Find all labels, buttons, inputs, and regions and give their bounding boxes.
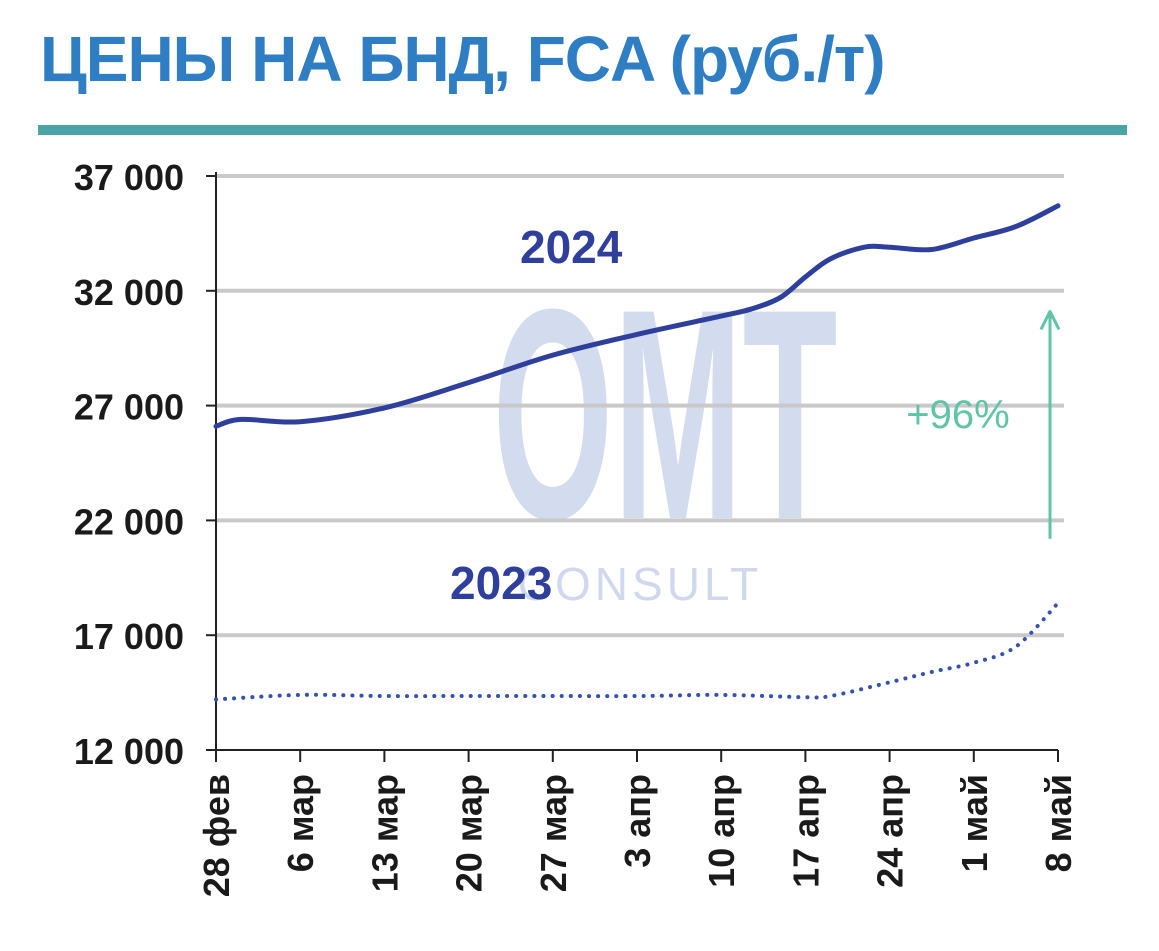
x-tick-label: 3 апр [617, 774, 658, 868]
y-tick-label: 27 000 [74, 387, 184, 428]
grid-lines [216, 174, 1064, 638]
series-line-2023 [214, 601, 1060, 702]
x-tick-label: 17 апр [785, 774, 826, 888]
y-tick-label: 17 000 [74, 616, 184, 657]
y-tick-label: 37 000 [74, 157, 184, 198]
y-tick-label: 22 000 [74, 501, 184, 542]
x-tick-label: 13 мар [364, 774, 405, 892]
growth-arrow-head [1039, 309, 1061, 331]
growth-label: +96% [906, 393, 1009, 437]
watermark: OMT CONSULT [493, 246, 838, 610]
series-line-2024 [213, 203, 1061, 429]
x-tick-label: 28 фев [196, 774, 237, 897]
x-tick-label: 27 мар [533, 774, 574, 892]
x-tick-label: 24 апр [870, 774, 911, 888]
series-label-2023: 2023 [450, 557, 552, 609]
watermark-logo: OMT [493, 246, 838, 582]
x-tick-label: 6 мар [280, 774, 321, 872]
x-tick-label: 10 апр [701, 774, 742, 888]
y-axis-ticks: 12 000 17 000 22 000 27 000 32 000 37 000 [74, 157, 216, 772]
title-underline [38, 125, 1127, 135]
x-tick-label: 20 мар [449, 774, 490, 892]
chart-title: ЦЕНЫ НА БНД, FCA (руб./т) [40, 23, 886, 95]
x-axis-ticks: 28 фев 6 мар 13 мар 20 мар 27 мар 3 апр 10 апр… [196, 750, 1079, 897]
x-tick-label: 1 май [954, 774, 995, 872]
watermark-subtitle: CONSULT [518, 558, 762, 610]
series-label-2024: 2024 [520, 221, 623, 273]
y-tick-label: 12 000 [74, 731, 184, 772]
growth-annotation: +96% [906, 309, 1061, 539]
x-tick-label: 8 май [1038, 774, 1079, 872]
y-tick-label: 32 000 [74, 272, 184, 313]
